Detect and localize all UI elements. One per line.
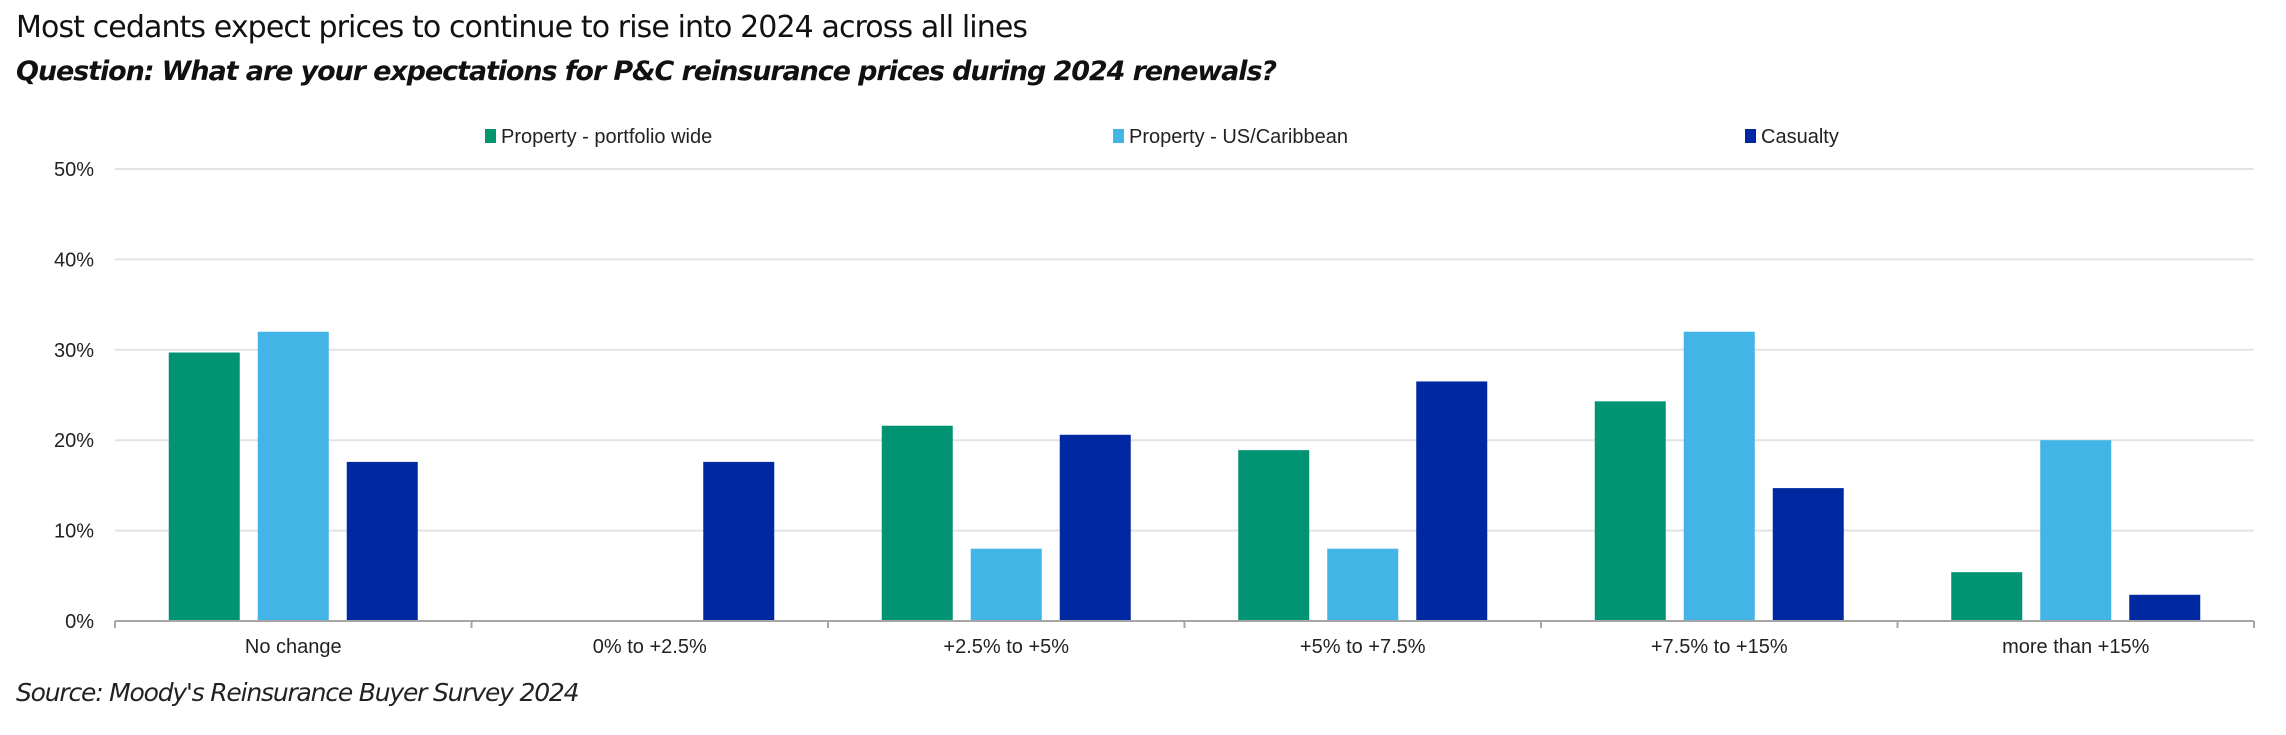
gridlines [115, 168, 2254, 532]
legend-swatch [485, 129, 496, 143]
x-tick-label: +2.5% to +5% [943, 636, 1069, 658]
bar [1238, 450, 1310, 621]
legend-label: Casualty [1761, 126, 1839, 148]
y-tick-label: 50% [54, 159, 94, 181]
bar [1327, 548, 1399, 621]
bar [2129, 594, 2201, 621]
y-tick-label: 20% [54, 430, 94, 452]
chart-title: Most cedants expect prices to continue t… [16, 10, 1028, 45]
bars [168, 331, 2201, 621]
x-tick-label: 0% to +2.5% [593, 636, 707, 658]
y-tick-label: 30% [54, 340, 94, 362]
y-tick-label: 10% [54, 521, 94, 543]
x-tick-label: +5% to +7.5% [1300, 636, 1426, 658]
bar [703, 461, 775, 621]
x-tick-label: +7.5% to +15% [1651, 636, 1788, 658]
bar [346, 461, 418, 621]
legend-label: Property - portfolio wide [501, 126, 712, 148]
chart-source: Source: Moody's Reinsurance Buyer Survey… [16, 678, 580, 707]
x-tick-label: No change [245, 636, 342, 658]
bar [1059, 434, 1131, 621]
legend-swatch [1113, 129, 1124, 143]
bar [1772, 488, 1844, 621]
legend-label: Property - US/Caribbean [1129, 126, 1348, 148]
bar [1683, 331, 1755, 621]
y-tick-label: 0% [65, 611, 94, 633]
legend: Property - portfolio wide Property - US/C… [485, 126, 1839, 148]
bar [881, 425, 953, 621]
x-tick-label: more than +15% [2002, 636, 2150, 658]
bar [1416, 381, 1488, 621]
legend-swatch [1745, 129, 1756, 143]
bar [1594, 401, 1666, 621]
y-tick-label: 40% [54, 249, 94, 271]
x-axis: No change 0% to +2.5% +2.5% to +5% +5% to +… [114, 620, 2255, 658]
bar [2040, 440, 2112, 621]
chart-subtitle: Question: What are your expectations for… [16, 56, 1277, 87]
bar [1951, 572, 2023, 621]
bar [168, 352, 240, 621]
y-axis: 0% 10% 20% 30% 40% 50% [54, 159, 94, 633]
bar [257, 331, 329, 621]
bar [970, 548, 1042, 621]
